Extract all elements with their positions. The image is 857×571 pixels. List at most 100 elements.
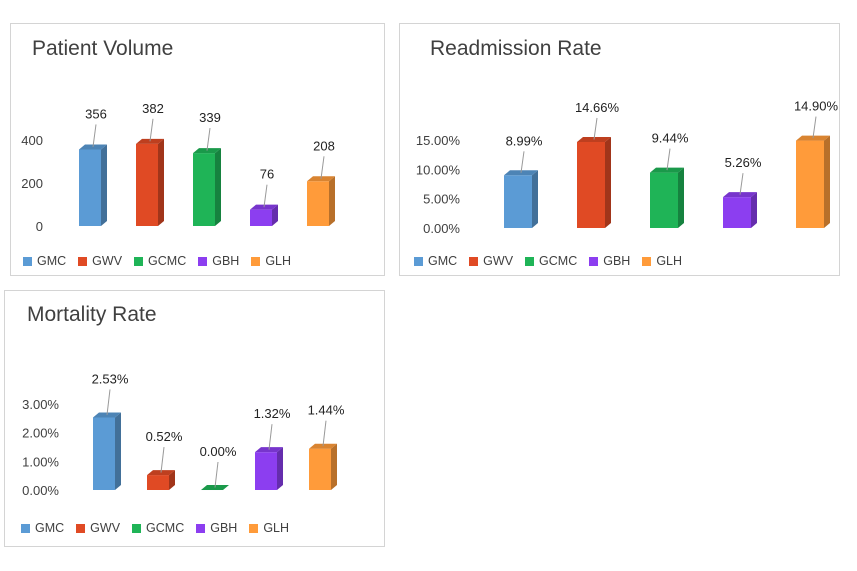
y-tick-label: 0.00%	[423, 221, 460, 236]
legend-label: GMC	[35, 521, 65, 535]
legend-label: GMC	[428, 254, 458, 268]
legend-swatch	[525, 256, 535, 266]
legend-swatch	[21, 523, 30, 533]
legend-swatch	[78, 256, 88, 266]
label-leader-line	[739, 173, 744, 195]
data-label: 14.90%	[794, 99, 839, 114]
data-label: 208	[313, 138, 335, 153]
legend-swatch	[198, 256, 208, 266]
bar-front	[255, 452, 277, 490]
legend-item-gbh: GBH	[198, 254, 239, 268]
bar-gwv	[147, 470, 175, 490]
label-leader-line	[149, 118, 154, 142]
legend-label: GBH	[212, 254, 240, 268]
label-leader-line	[812, 116, 817, 139]
label-leader-line	[106, 389, 111, 416]
legend-label: GWV	[92, 254, 123, 268]
bar-side	[215, 148, 221, 226]
legend-item-gbh: GBH	[589, 254, 630, 268]
y-tick-label: 10.00%	[416, 162, 461, 177]
bar-side	[678, 167, 684, 228]
legend-item-gwv: GWV	[76, 521, 120, 535]
legend-swatch	[132, 523, 142, 533]
data-label: 1.44%	[308, 403, 345, 418]
legend-swatch	[249, 523, 259, 533]
legend-swatch	[251, 256, 261, 266]
legend-item-glh: GLH	[251, 254, 291, 268]
legend-item-gcmc: GCMC	[132, 521, 184, 535]
legend-item-gwv: GWV	[78, 254, 122, 268]
bar-front	[650, 172, 678, 228]
legend-swatch	[76, 523, 86, 533]
data-label: 0.52%	[146, 429, 183, 444]
legend-swatch	[196, 523, 206, 533]
legend-swatch	[23, 256, 32, 266]
legend-item-gmc: GMC	[23, 254, 66, 268]
y-tick-label: 200	[21, 176, 43, 191]
bar-front	[250, 209, 272, 226]
bar-gbh	[723, 192, 757, 228]
bar-side	[272, 204, 278, 226]
y-tick-label: 0	[36, 219, 43, 234]
data-label: 14.66%	[575, 100, 620, 115]
y-tick-label: 15.00%	[416, 133, 461, 148]
patient-volume-panel: Patient Volume 0 200 400 356 382 339 76 208 GMC…	[10, 23, 385, 276]
bar-side	[169, 470, 175, 490]
bar-front	[504, 175, 532, 228]
data-label: 1.32%	[254, 406, 291, 421]
bar-gbh	[250, 204, 278, 226]
data-label: 382	[142, 101, 164, 116]
bar-side	[331, 443, 337, 490]
label-leader-line	[268, 424, 273, 450]
y-tick-label: 5.00%	[423, 192, 460, 207]
y-tick-label: 3.00%	[22, 397, 59, 412]
legend-label: GLH	[656, 254, 683, 268]
label-leader-line	[160, 447, 165, 473]
mortality-rate-chart: 0.00% 1.00% 2.00% 3.00% 2.53% 0.52% 0.00% 1.32%…	[22, 371, 345, 498]
data-label: 8.99%	[506, 133, 543, 148]
legend-label: GCMC	[539, 254, 578, 268]
bar-side	[115, 412, 121, 490]
legend-label: GBH	[603, 254, 631, 268]
legend-label: GMC	[37, 254, 67, 268]
y-tick-label: 400	[21, 133, 43, 148]
bar-front	[193, 153, 215, 226]
chart-legend: GMC GWV GCMC GBH GLH	[414, 254, 694, 268]
chart-legend: GMC GWV GCMC GBH GLH	[21, 521, 301, 535]
data-label: 0.00%	[200, 444, 237, 459]
data-label: 9.44%	[652, 131, 689, 146]
bar-side	[824, 135, 830, 228]
bar-side	[605, 136, 611, 228]
bar-gmc	[79, 144, 107, 226]
label-leader-line	[520, 151, 525, 173]
legend-label: GCMC	[146, 521, 185, 535]
bar-glh	[309, 443, 337, 490]
bar-side	[277, 447, 283, 490]
bar-gwv	[577, 136, 611, 228]
legend-label: GWV	[483, 254, 514, 268]
bar-side	[101, 144, 107, 226]
mortality-rate-panel: Mortality Rate 0.00% 1.00% 2.00% 3.00% 2.53%…	[4, 290, 385, 547]
chart-legend: GMC GWV GCMC GBH GLH	[23, 254, 303, 268]
chart-title: Patient Volume	[32, 37, 174, 60]
readmission-rate-panel: Readmission Rate 0.00% 5.00% 10.00% 15.00% 8…	[399, 23, 840, 276]
label-leader-line	[320, 156, 325, 179]
legend-item-glh: GLH	[249, 521, 289, 535]
data-label: 76	[260, 167, 274, 182]
y-tick-label: 0.00%	[22, 483, 59, 498]
label-leader-line	[214, 461, 219, 488]
bar-front	[577, 141, 605, 228]
y-tick-label: 1.00%	[22, 454, 59, 469]
legend-label: GCMC	[148, 254, 187, 268]
bar-side	[329, 176, 335, 226]
legend-label: GLH	[265, 254, 292, 268]
bar-glh	[307, 176, 335, 226]
bar-gcmc	[193, 148, 221, 226]
legend-swatch	[642, 256, 652, 266]
bar-front	[79, 149, 101, 226]
legend-swatch	[469, 256, 479, 266]
bar-gcmc	[650, 167, 684, 228]
bar-front	[723, 197, 751, 228]
label-leader-line	[666, 148, 671, 171]
bar-gwv	[136, 138, 164, 226]
